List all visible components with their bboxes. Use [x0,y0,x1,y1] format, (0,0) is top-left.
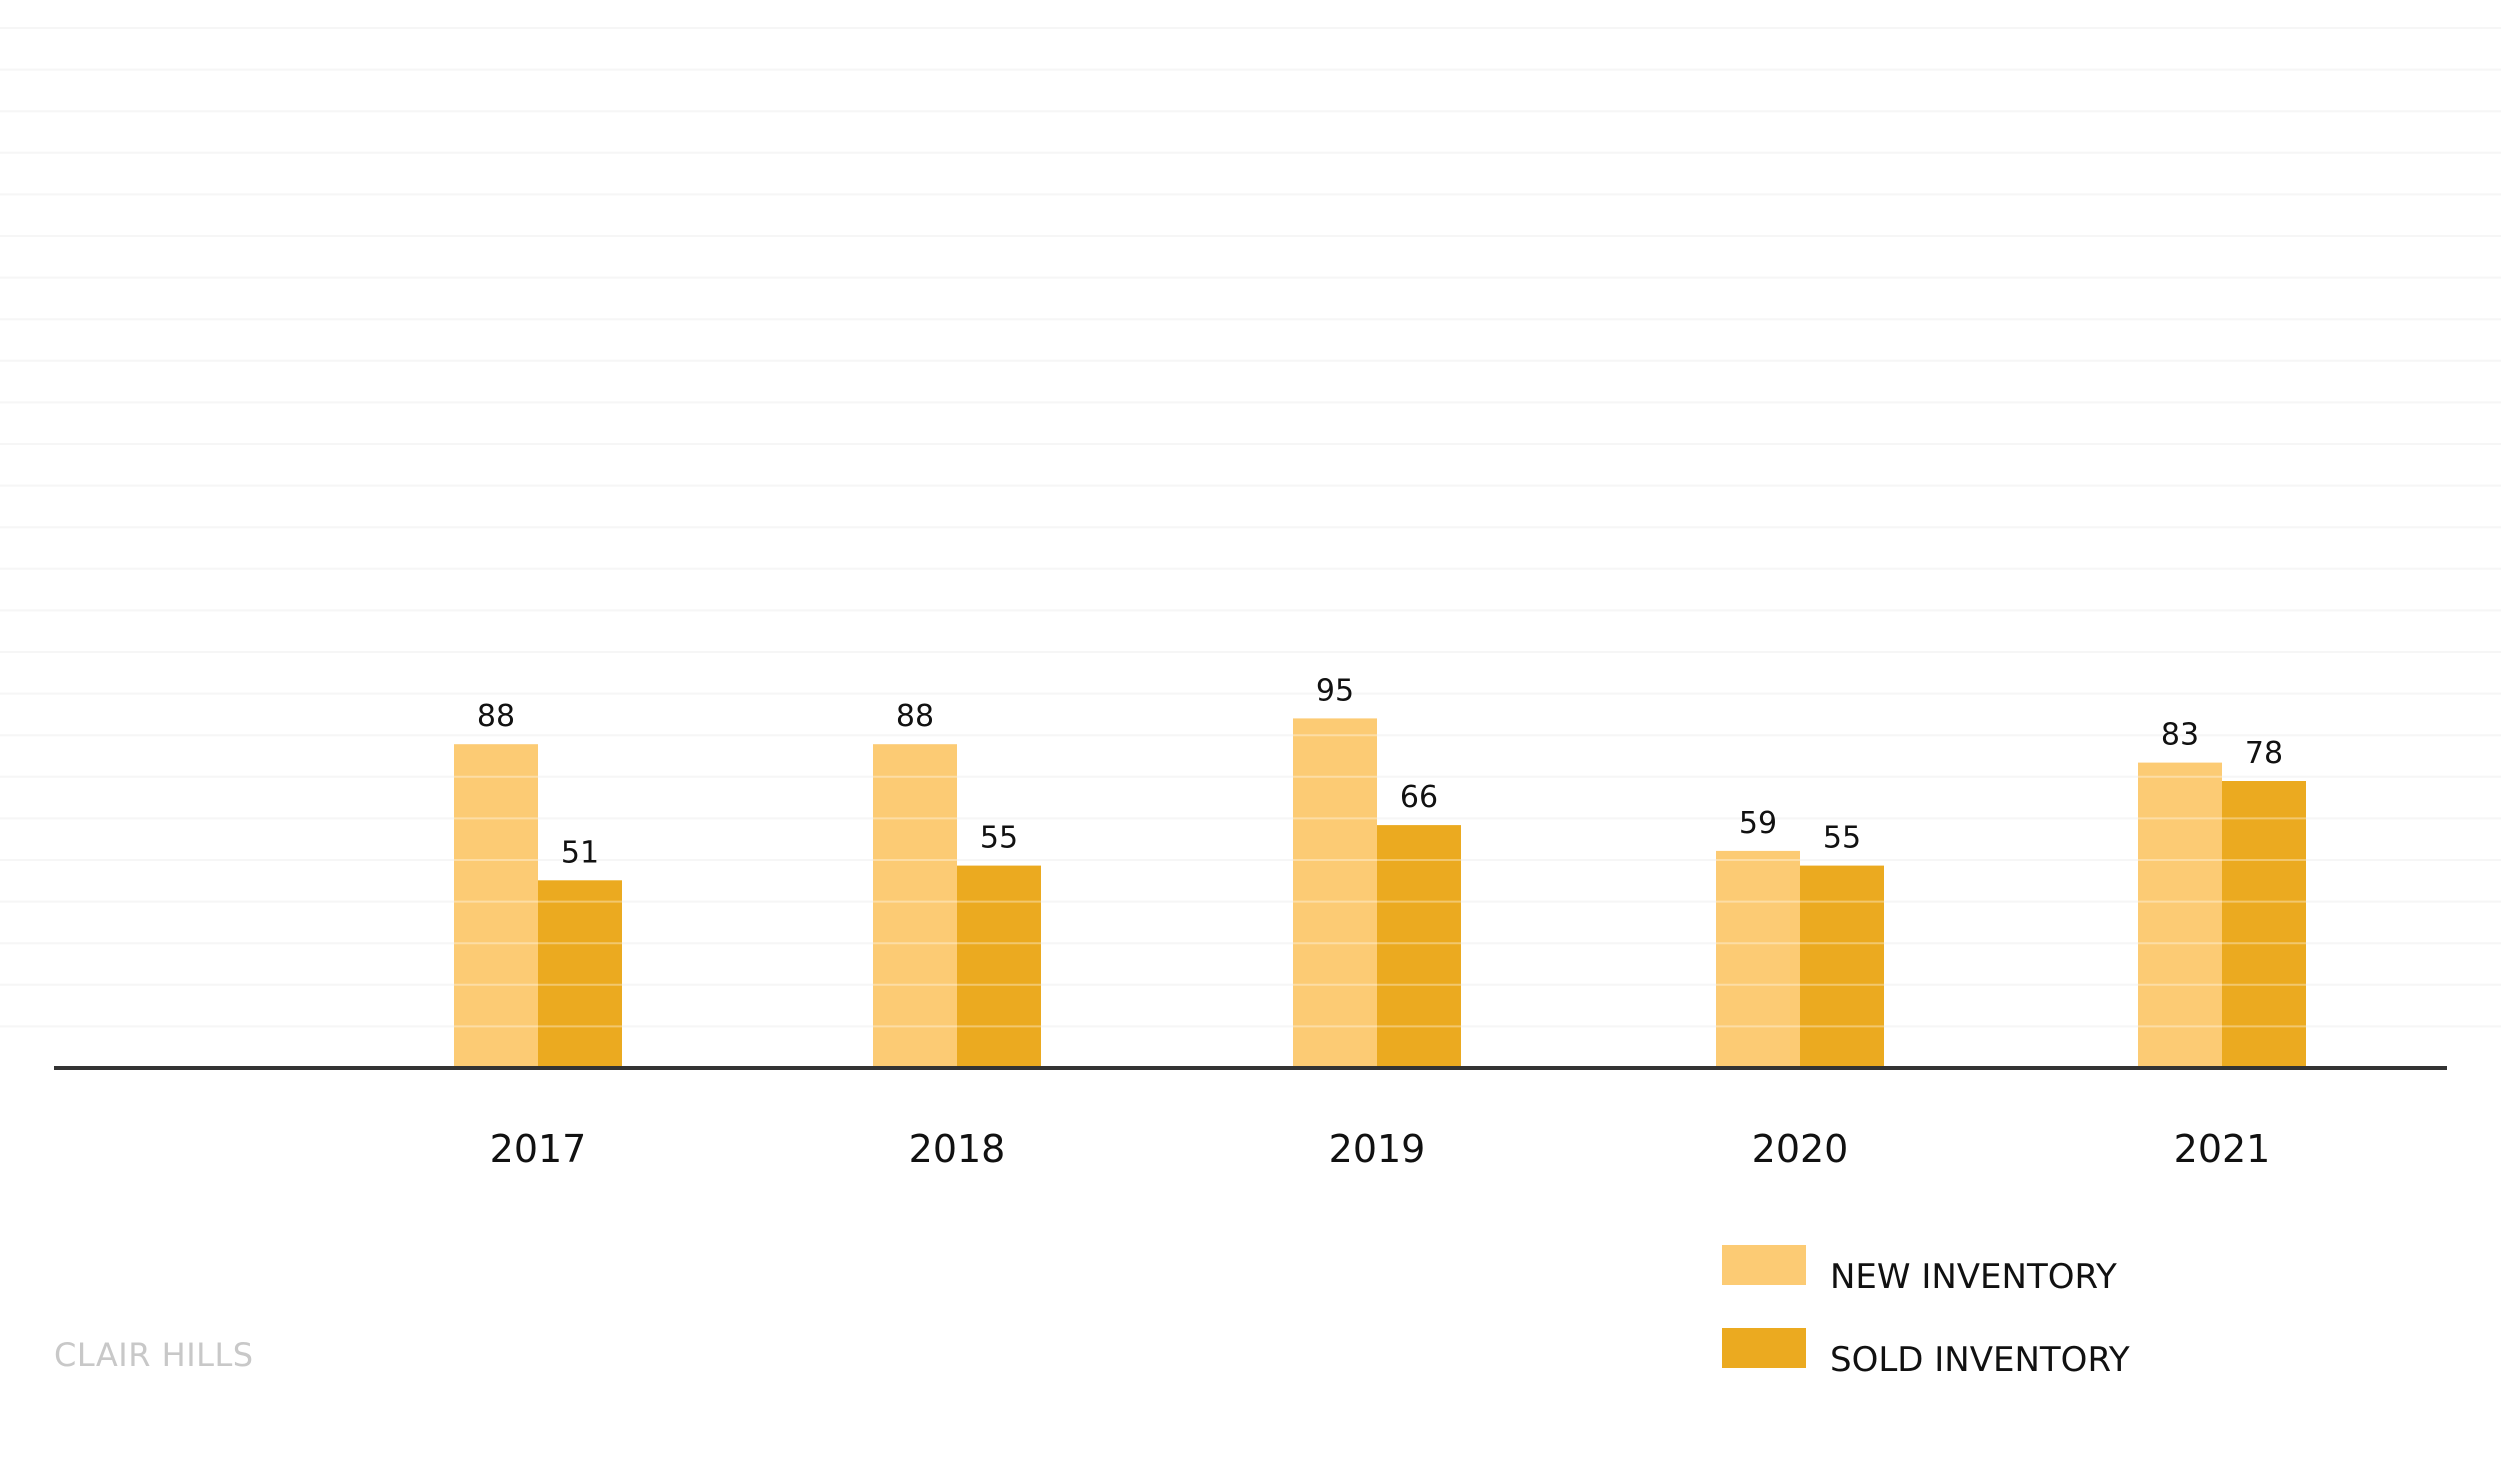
value-label-new-2017: 88 [477,699,515,734]
bar-sold-inventory-2021 [2222,781,2306,1068]
gridlines [0,27,2501,1028]
value-labels: 88 51 88 55 95 66 59 55 83 78 [477,673,2283,870]
bar-sold-inventory-2018 [957,865,1041,1068]
bar-new-inventory-2021 [2138,762,2222,1068]
bars [454,718,2306,1068]
value-label-sold-2021: 78 [2245,736,2283,771]
x-tick-label-2021: 2021 [2174,1127,2271,1171]
brand-watermark: CLAIR HILLS [54,1336,254,1374]
x-tick-label-2017: 2017 [490,1127,587,1171]
value-label-sold-2018: 55 [980,821,1018,856]
x-tick-labels: 2017 2018 2019 2020 2021 [490,1127,2271,1171]
value-label-new-2021: 83 [2161,718,2199,753]
legend-swatch-new-inventory [1722,1245,1806,1285]
bar-new-inventory-2020 [1716,850,1800,1068]
gridlines-overlay [0,27,2501,1028]
x-tick-label-2020: 2020 [1752,1127,1849,1171]
value-label-sold-2017: 51 [561,835,599,870]
value-label-sold-2020: 55 [1823,821,1861,856]
bar-sold-inventory-2017 [538,880,622,1068]
legend: NEW INVENTORY SOLD INVENTORY [1722,1245,2130,1380]
x-tick-label-2018: 2018 [909,1127,1006,1171]
x-tick-label-2019: 2019 [1329,1127,1426,1171]
legend-swatch-sold-inventory [1722,1328,1806,1368]
value-label-new-2018: 88 [896,699,934,734]
value-label-new-2020: 59 [1739,806,1777,841]
bar-new-inventory-2018 [873,744,957,1068]
value-label-sold-2019: 66 [1400,780,1438,815]
bar-sold-inventory-2020 [1800,865,1884,1068]
bar-new-inventory-2017 [454,744,538,1068]
bar-new-inventory-2019 [1293,718,1377,1068]
legend-label-new-inventory: NEW INVENTORY [1830,1257,2117,1297]
bar-sold-inventory-2019 [1377,825,1461,1068]
value-label-new-2019: 95 [1316,673,1354,708]
legend-label-sold-inventory: SOLD INVENTORY [1830,1340,2130,1380]
